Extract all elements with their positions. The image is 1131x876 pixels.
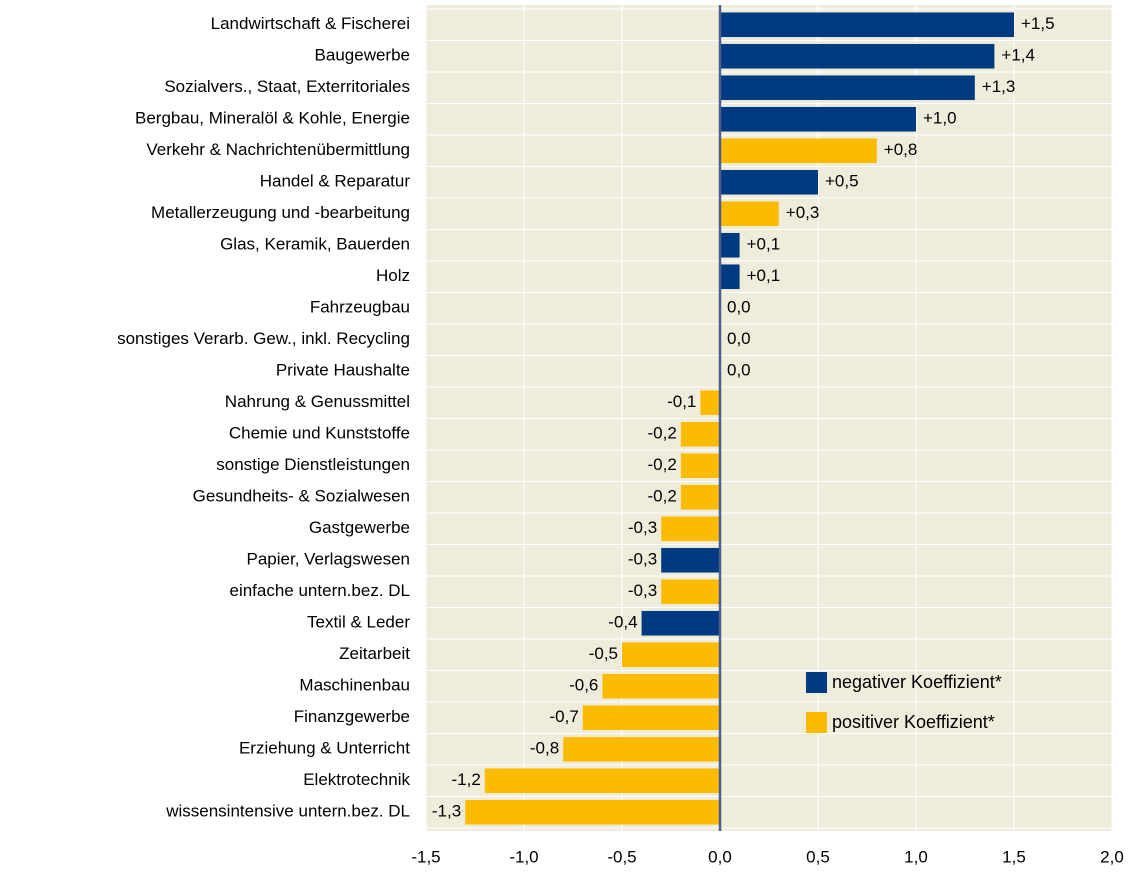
y-tick-label: Glas, Keramik, Bauerden (220, 235, 410, 254)
x-tick-label: 1,0 (904, 847, 928, 866)
bar (720, 43, 995, 69)
bar (720, 138, 877, 164)
x-tick-label: -1,5 (411, 847, 440, 866)
legend-swatch (806, 672, 827, 693)
legend-swatch (806, 712, 827, 733)
bar (720, 201, 779, 227)
x-tick-label: -1,0 (509, 847, 538, 866)
value-label: -0,3 (628, 581, 657, 600)
y-tick-label: Verkehr & Nachrichtenübermittlung (146, 140, 410, 159)
value-label: -0,7 (550, 707, 579, 726)
y-tick-label: Fahrzeugbau (310, 298, 410, 317)
y-tick-label: Bergbau, Mineralöl & Kohle, Energie (135, 109, 410, 128)
value-label: -1,2 (452, 770, 481, 789)
y-tick-label: Finanzgewerbe (294, 707, 410, 726)
bar (641, 610, 720, 636)
legend-label: negativer Koeffizient* (832, 672, 1002, 692)
y-tick-label: Papier, Verlagswesen (247, 550, 411, 569)
y-tick-label: Sozialvers., Staat, Exterritoriales (164, 77, 410, 96)
y-tick-label: Elektrotechnik (303, 770, 410, 789)
y-tick-label: einfache untern.bez. DL (229, 581, 410, 600)
bar (661, 547, 720, 573)
y-tick-label: Maschinenbau (299, 676, 410, 695)
bar (563, 736, 720, 762)
value-label: +1,5 (1021, 14, 1055, 33)
value-label: -0,2 (648, 487, 677, 506)
y-tick-label: sonstiges Verarb. Gew., inkl. Recycling (117, 329, 410, 348)
value-label: +0,8 (884, 140, 918, 159)
value-label: -0,3 (628, 550, 657, 569)
value-label: -0,2 (648, 455, 677, 474)
y-tick-label: Baugewerbe (315, 46, 410, 65)
value-label: +1,4 (1001, 46, 1035, 65)
value-label: +0,3 (786, 203, 820, 222)
value-label: -0,1 (667, 392, 696, 411)
value-label: -0,5 (589, 644, 618, 663)
bar (484, 768, 720, 794)
value-label: +0,1 (747, 235, 781, 254)
bar (661, 516, 720, 542)
y-tick-label: Gesundheits- & Sozialwesen (193, 487, 410, 506)
bar (680, 484, 720, 510)
x-tick-label: 2,0 (1100, 847, 1124, 866)
value-label: 0,0 (727, 361, 751, 380)
y-tick-label: wissensintensive untern.bez. DL (165, 802, 410, 821)
bar (720, 75, 975, 101)
y-tick-label: Zeitarbeit (339, 644, 410, 663)
value-label: -0,6 (569, 676, 598, 695)
bar (720, 169, 818, 195)
value-label: +0,5 (825, 172, 859, 191)
y-tick-label: Private Haushalte (276, 361, 410, 380)
x-tick-label: 1,5 (1002, 847, 1026, 866)
y-tick-label: Metallerzeugung und -bearbeitung (151, 203, 410, 222)
bar (680, 453, 720, 479)
value-label: +1,3 (982, 77, 1016, 96)
y-tick-label: sonstige Dienstleistungen (216, 455, 410, 474)
value-label: -0,8 (530, 739, 559, 758)
y-tick-label: Holz (376, 266, 410, 285)
bar (465, 799, 720, 825)
bar (661, 579, 720, 605)
y-tick-label: Nahrung & Genussmittel (225, 392, 410, 411)
value-label: -0,3 (628, 518, 657, 537)
x-tick-label: 0,0 (708, 847, 732, 866)
y-tick-label: Chemie und Kunststoffe (229, 424, 410, 443)
y-tick-label: Erziehung & Unterricht (239, 739, 410, 758)
value-label: 0,0 (727, 329, 751, 348)
value-label: -0,2 (648, 424, 677, 443)
bar (700, 390, 720, 416)
y-tick-label: Textil & Leder (307, 613, 410, 632)
value-label: 0,0 (727, 298, 751, 317)
bar (602, 673, 720, 699)
bar (720, 264, 740, 290)
bar (622, 642, 720, 668)
y-tick-label: Gastgewerbe (309, 518, 410, 537)
y-tick-label: Handel & Reparatur (260, 172, 411, 191)
bar (582, 705, 720, 731)
bar (720, 232, 740, 258)
y-tick-label: Landwirtschaft & Fischerei (211, 14, 410, 33)
value-label: +1,0 (923, 109, 957, 128)
value-label: -0,4 (608, 613, 637, 632)
bar (720, 12, 1014, 38)
legend-label: positiver Koeffizient* (832, 712, 995, 732)
value-label: +0,1 (747, 266, 781, 285)
bar (680, 421, 720, 447)
x-tick-label: 0,5 (806, 847, 830, 866)
value-label: -1,3 (432, 802, 461, 821)
bar (720, 106, 916, 132)
x-tick-label: -0,5 (607, 847, 636, 866)
